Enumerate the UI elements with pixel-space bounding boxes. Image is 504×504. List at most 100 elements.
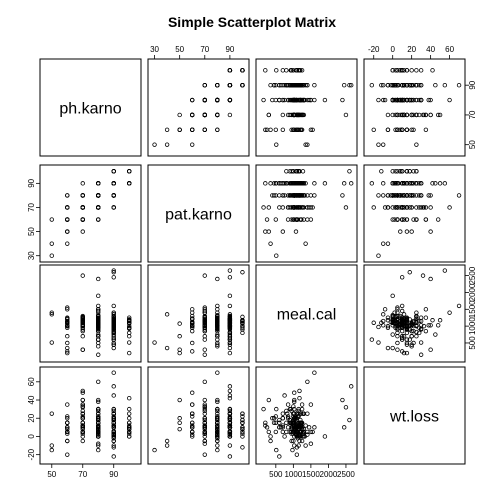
panel-meal.cal-vs-ph.karno bbox=[39, 264, 142, 363]
panel-wt.loss-vs-pat.karno bbox=[147, 366, 250, 465]
data-point bbox=[409, 229, 414, 234]
data-point bbox=[390, 345, 395, 351]
data-point bbox=[227, 393, 233, 398]
x-tick-label: 90 bbox=[225, 45, 234, 54]
data-point bbox=[202, 127, 207, 133]
data-point bbox=[390, 68, 395, 73]
data-point bbox=[202, 406, 207, 412]
data-point bbox=[202, 452, 207, 457]
data-point bbox=[347, 417, 352, 423]
data-point bbox=[381, 181, 386, 186]
data-point bbox=[409, 322, 414, 327]
data-point bbox=[395, 205, 400, 210]
data-point bbox=[401, 112, 407, 118]
data-point bbox=[407, 205, 412, 210]
panel-pat.karno-vs-meal.cal bbox=[255, 164, 358, 263]
data-point bbox=[202, 416, 207, 421]
data-point bbox=[428, 205, 433, 210]
data-point bbox=[152, 447, 157, 453]
data-point bbox=[343, 112, 349, 118]
data-point bbox=[399, 193, 405, 198]
y-tick-label: 70 bbox=[27, 202, 36, 211]
data-point bbox=[347, 169, 352, 174]
data-point bbox=[381, 97, 386, 103]
data-point bbox=[294, 169, 300, 174]
data-point bbox=[96, 416, 101, 421]
data-point bbox=[371, 127, 376, 133]
data-point bbox=[411, 217, 416, 222]
panel-wt.loss-vs-wt.loss: wt.loss bbox=[363, 366, 466, 465]
data-point bbox=[399, 82, 405, 88]
data-point bbox=[300, 169, 306, 174]
data-point bbox=[266, 112, 272, 118]
data-point bbox=[177, 127, 182, 133]
data-point bbox=[395, 97, 400, 103]
data-point bbox=[111, 431, 116, 436]
data-point bbox=[409, 344, 414, 349]
data-point bbox=[303, 423, 308, 428]
data-point bbox=[273, 429, 279, 435]
data-point bbox=[190, 310, 195, 315]
panel-frame bbox=[39, 264, 142, 363]
y-tick-label: 0 bbox=[27, 434, 36, 439]
data-point bbox=[371, 320, 376, 325]
data-point bbox=[349, 181, 354, 186]
data-point bbox=[423, 307, 429, 312]
data-point bbox=[341, 82, 347, 88]
data-point bbox=[111, 408, 116, 414]
data-point bbox=[428, 193, 433, 198]
data-point bbox=[190, 340, 195, 346]
data-point bbox=[297, 388, 302, 394]
x-tick-label: 90 bbox=[109, 470, 118, 479]
data-point bbox=[96, 313, 101, 319]
data-point bbox=[376, 193, 381, 198]
data-point bbox=[371, 205, 376, 210]
data-point bbox=[290, 447, 295, 453]
panel-frame bbox=[363, 366, 466, 465]
data-point bbox=[190, 349, 195, 354]
data-point bbox=[407, 82, 412, 88]
data-point bbox=[414, 82, 419, 88]
data-point bbox=[227, 406, 233, 412]
data-point bbox=[401, 68, 407, 73]
data-point bbox=[395, 320, 400, 325]
data-point bbox=[341, 181, 347, 186]
data-point bbox=[437, 112, 443, 118]
x-tick-label: 500 bbox=[269, 470, 283, 479]
data-point bbox=[202, 402, 207, 407]
data-point bbox=[240, 318, 245, 323]
data-point bbox=[111, 193, 116, 198]
data-point bbox=[278, 425, 284, 430]
data-point bbox=[177, 321, 182, 326]
data-point bbox=[298, 420, 303, 425]
data-point bbox=[215, 303, 220, 309]
data-point bbox=[271, 420, 277, 425]
data-point bbox=[447, 97, 452, 103]
data-point bbox=[298, 193, 303, 198]
panel-frame bbox=[255, 58, 358, 157]
data-point bbox=[381, 142, 386, 147]
data-point bbox=[322, 97, 328, 103]
data-point bbox=[177, 112, 182, 118]
data-point bbox=[80, 205, 85, 210]
data-point bbox=[215, 416, 220, 421]
data-point bbox=[418, 181, 424, 186]
y-tick-label: 90 bbox=[27, 178, 36, 187]
data-point bbox=[347, 82, 352, 88]
data-point bbox=[227, 431, 233, 436]
data-point bbox=[306, 425, 312, 430]
data-point bbox=[292, 416, 298, 421]
data-point bbox=[395, 340, 400, 346]
data-point bbox=[404, 112, 410, 118]
data-point bbox=[240, 82, 245, 88]
data-point bbox=[111, 443, 116, 448]
x-tick-label: 2000 bbox=[320, 470, 338, 479]
data-point bbox=[385, 112, 391, 118]
data-point bbox=[411, 112, 416, 118]
data-point bbox=[305, 205, 310, 210]
data-point bbox=[436, 112, 441, 118]
data-point bbox=[399, 308, 405, 314]
data-point bbox=[297, 434, 302, 439]
data-point bbox=[423, 315, 429, 320]
data-point bbox=[298, 127, 303, 133]
